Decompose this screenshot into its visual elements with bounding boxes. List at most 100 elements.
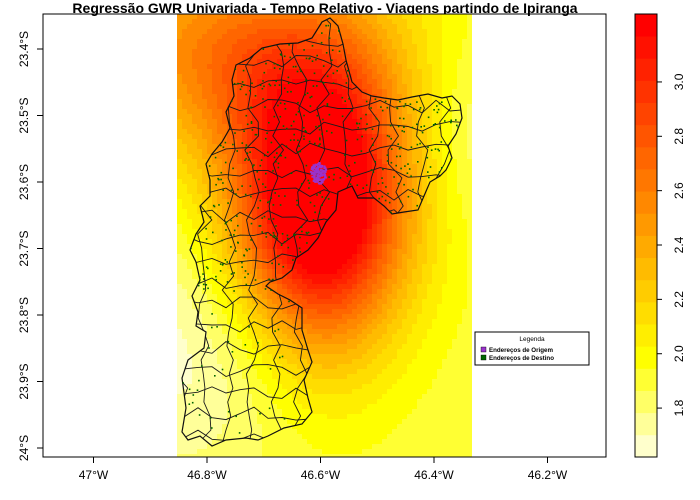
raster-cell: [467, 14, 472, 20]
raster-cell: [432, 129, 438, 135]
raster-cell: [442, 244, 448, 250]
raster-cell: [197, 409, 203, 415]
raster-cell: [342, 349, 348, 355]
raster-cell: [287, 74, 293, 80]
raster-cell: [462, 209, 468, 215]
raster-cell: [362, 184, 368, 190]
raster-cell: [427, 149, 433, 155]
raster-cell: [282, 334, 288, 340]
raster-cell: [377, 174, 383, 180]
raster-cell: [422, 234, 428, 240]
raster-cell: [327, 359, 333, 365]
raster-cell: [237, 349, 243, 355]
raster-cell: [217, 334, 223, 340]
raster-cell: [372, 369, 378, 375]
raster-cell: [227, 114, 233, 120]
raster-cell: [322, 49, 328, 55]
raster-cell: [232, 364, 238, 370]
raster-cell: [252, 59, 258, 65]
raster-cell: [222, 24, 228, 30]
raster-cell: [297, 224, 303, 230]
raster-cell: [192, 224, 198, 230]
raster-cell: [467, 264, 472, 270]
raster-cell: [382, 374, 388, 380]
raster-cell: [182, 284, 188, 290]
raster-cell: [467, 214, 472, 220]
raster-cell: [267, 344, 273, 350]
raster-cell: [317, 84, 323, 90]
raster-cell: [317, 199, 323, 205]
raster-cell: [232, 64, 238, 70]
raster-cell: [417, 229, 423, 235]
raster-cell: [447, 319, 453, 325]
raster-cell: [462, 299, 468, 305]
raster-cell: [432, 14, 438, 20]
raster-cell: [447, 194, 453, 200]
raster-cell: [457, 404, 463, 410]
raster-cell: [367, 239, 373, 245]
raster-cell: [332, 119, 338, 125]
raster-cell: [442, 209, 448, 215]
raster-cell: [242, 339, 248, 345]
raster-cell: [437, 279, 443, 285]
raster-cell: [417, 389, 423, 395]
raster-cell: [452, 319, 458, 325]
raster-cell: [232, 424, 238, 430]
raster-cell: [282, 184, 288, 190]
raster-cell: [467, 319, 472, 325]
raster-cell: [202, 124, 208, 130]
raster-cell: [302, 24, 308, 30]
raster-cell: [442, 109, 448, 115]
raster-cell: [347, 274, 353, 280]
raster-cell: [467, 74, 472, 80]
raster-cell: [192, 94, 198, 100]
raster-cell: [327, 184, 333, 190]
raster-cell: [282, 434, 288, 440]
raster-cell: [207, 319, 213, 325]
raster-cell: [377, 284, 383, 290]
raster-cell: [377, 169, 383, 175]
raster-cell: [207, 394, 213, 400]
raster-cell: [187, 339, 193, 345]
raster-cell: [242, 99, 248, 105]
raster-cell: [197, 94, 203, 100]
raster-cell: [207, 424, 213, 430]
raster-cell: [302, 109, 308, 115]
raster-cell: [357, 374, 363, 380]
raster-cell: [422, 174, 428, 180]
raster-cell: [402, 214, 408, 220]
raster-cell: [252, 364, 258, 370]
raster-cell: [422, 399, 428, 405]
raster-cell: [232, 349, 238, 355]
raster-cell: [192, 194, 198, 200]
raster-cell: [297, 284, 303, 290]
raster-cell: [282, 179, 288, 185]
raster-cell: [187, 369, 193, 375]
raster-cell: [312, 349, 318, 355]
raster-cell: [442, 69, 448, 75]
raster-cell: [272, 214, 278, 220]
raster-cell: [182, 129, 188, 135]
raster-cell: [442, 329, 448, 335]
raster-cell: [182, 99, 188, 105]
raster-cell: [402, 239, 408, 245]
raster-cell: [332, 124, 338, 130]
raster-cell: [182, 404, 188, 410]
raster-cell: [257, 269, 263, 275]
raster-cell: [347, 174, 353, 180]
raster-cell: [392, 34, 398, 40]
raster-cell: [397, 244, 403, 250]
raster-cell: [217, 104, 223, 110]
raster-cell: [302, 64, 308, 70]
raster-cell: [212, 284, 218, 290]
raster-cell: [332, 409, 338, 415]
raster-cell: [337, 59, 343, 65]
raster-cell: [187, 364, 193, 370]
raster-cell: [387, 79, 393, 85]
raster-cell: [402, 354, 408, 360]
raster-cell: [362, 409, 368, 415]
raster-cell: [387, 419, 393, 425]
raster-cell: [242, 104, 248, 110]
raster-cell: [392, 134, 398, 140]
raster-cell: [187, 79, 193, 85]
